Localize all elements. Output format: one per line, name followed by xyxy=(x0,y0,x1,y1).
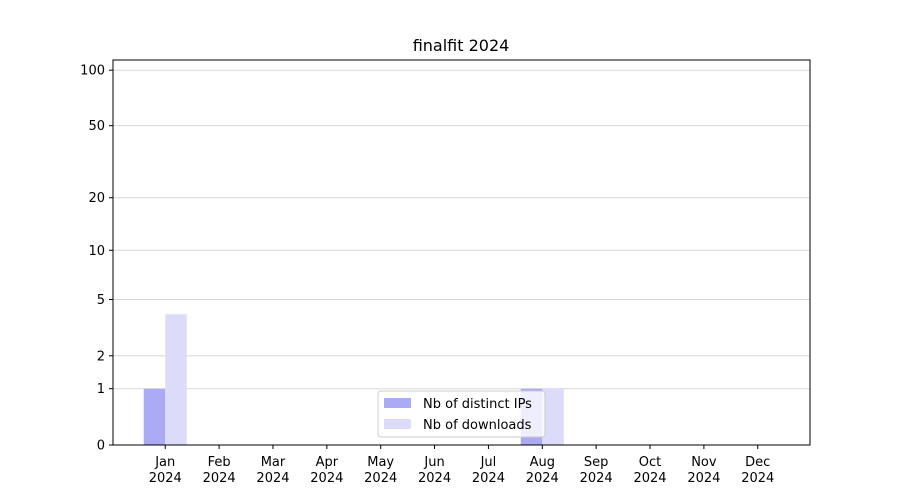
x-tick-label: Dec 2024 xyxy=(741,455,774,486)
y-tick-label: 10 xyxy=(88,244,105,259)
x-tick-label: Nov 2024 xyxy=(687,455,720,486)
y-tick-label: 0 xyxy=(97,439,105,454)
x-tick-label: Sep 2024 xyxy=(580,455,613,486)
plot-frame xyxy=(112,59,811,446)
bar xyxy=(542,388,564,445)
x-tick-label: May 2024 xyxy=(364,455,397,486)
y-tick-label: 100 xyxy=(80,64,105,79)
x-tick-label: Apr 2024 xyxy=(310,455,343,486)
y-tick-label: 2 xyxy=(97,349,105,364)
legend-label: Nb of distinct IPs xyxy=(423,397,532,412)
legend-swatch xyxy=(384,398,411,408)
y-tick-label: 50 xyxy=(88,119,105,134)
chart-title: finalfit 2024 xyxy=(413,36,510,55)
bar xyxy=(143,388,166,445)
legend-box xyxy=(377,390,546,438)
legend: Nb of distinct IPs Nb of downloads xyxy=(377,390,546,438)
bar xyxy=(165,314,187,445)
x-tick-label: Jan 2024 xyxy=(149,455,182,486)
x-tick-label: Mar 2024 xyxy=(256,455,289,486)
legend-swatch xyxy=(384,419,411,429)
x-tick-label: Aug 2024 xyxy=(526,455,559,486)
x-tick-label: Feb 2024 xyxy=(203,455,236,486)
y-tick-label: 5 xyxy=(97,293,105,308)
x-tick-label: Oct 2024 xyxy=(633,455,666,486)
x-tick-label: Jul 2024 xyxy=(472,455,505,486)
x-tick-label: Jun 2024 xyxy=(418,455,451,486)
y-tick-label: 20 xyxy=(88,191,105,206)
y-tick-label: 1 xyxy=(97,382,105,397)
legend-label: Nb of downloads xyxy=(423,418,532,433)
